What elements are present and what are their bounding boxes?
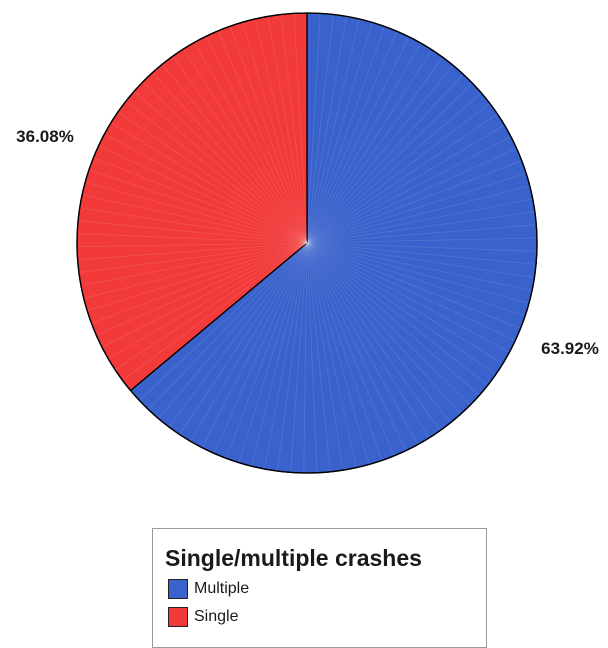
legend-swatch-single [168, 607, 188, 627]
legend-title: Single/multiple crashes [165, 545, 422, 571]
legend-item-single: Single [168, 607, 238, 627]
legend-label-single: Single [194, 608, 239, 625]
pie-outline [76, 12, 538, 474]
pie-chart: 63.92% 36.08% [16, 12, 599, 474]
pie-labels: 63.92% 36.08% [16, 127, 599, 358]
legend-swatch-multiple [168, 579, 188, 599]
pie-slices [76, 12, 538, 474]
slice-label-single: 36.08% [16, 127, 74, 146]
legend-label-multiple: Multiple [194, 580, 250, 597]
legend: Single/multiple crashes Multiple Single [152, 528, 487, 648]
slice-label-multiple: 63.92% [541, 339, 599, 358]
legend-item-multiple: Multiple [168, 579, 249, 599]
